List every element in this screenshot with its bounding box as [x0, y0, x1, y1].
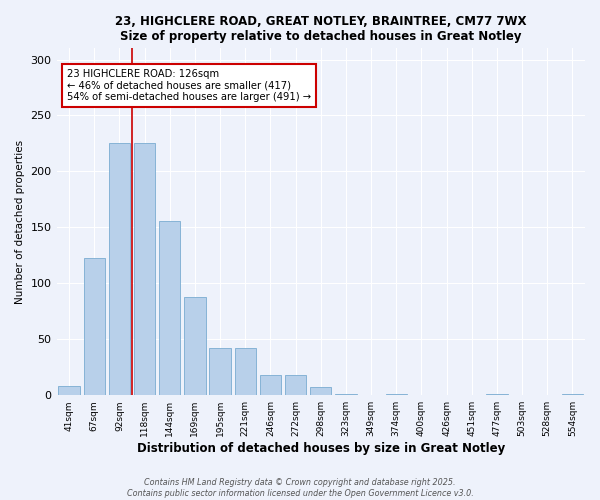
Bar	[109, 144, 130, 395]
Bar	[159, 220, 181, 395]
X-axis label: Distribution of detached houses by size in Great Notley: Distribution of detached houses by size …	[137, 442, 505, 455]
Bar	[134, 144, 155, 395]
Bar	[184, 296, 206, 395]
Title: 23, HIGHCLERE ROAD, GREAT NOTLEY, BRAINTREE, CM77 7WX
Size of property relative : 23, HIGHCLERE ROAD, GREAT NOTLEY, BRAINT…	[115, 15, 527, 43]
Text: 23 HIGHCLERE ROAD: 126sqm
← 46% of detached houses are smaller (417)
54% of semi: 23 HIGHCLERE ROAD: 126sqm ← 46% of detac…	[67, 69, 311, 102]
Bar	[235, 348, 256, 395]
Y-axis label: Number of detached properties: Number of detached properties	[15, 140, 25, 304]
Bar	[310, 388, 331, 395]
Bar	[209, 348, 231, 395]
Bar	[83, 258, 105, 395]
Bar	[386, 394, 407, 395]
Bar	[562, 394, 583, 395]
Bar	[486, 394, 508, 395]
Bar	[285, 375, 307, 395]
Text: Contains HM Land Registry data © Crown copyright and database right 2025.
Contai: Contains HM Land Registry data © Crown c…	[127, 478, 473, 498]
Bar	[335, 394, 356, 395]
Bar	[58, 386, 80, 395]
Bar	[260, 375, 281, 395]
